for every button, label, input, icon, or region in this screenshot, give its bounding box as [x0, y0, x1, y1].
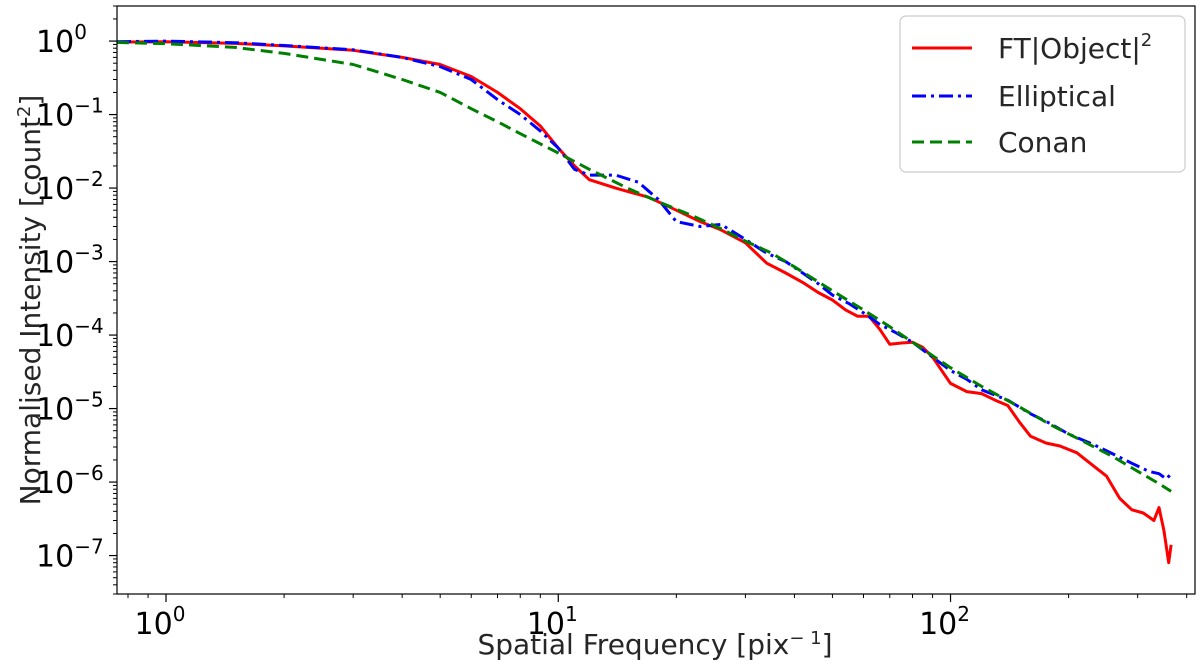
- y-tick-label-base: 10: [36, 393, 74, 428]
- x-tick-label-exp: 1: [565, 602, 578, 626]
- y-tick-label-exp: 0: [74, 20, 87, 44]
- x-axis-label-main: Spatial Frequency [pix: [477, 628, 789, 661]
- y-axis-label-sup: 2: [14, 106, 35, 117]
- legend-label-ft-object: FT|Object|2: [998, 30, 1152, 65]
- y-tick-label-base: 10: [36, 540, 74, 575]
- y-tick-label: 10−4: [36, 314, 104, 354]
- y-axis-label: Normalised Intensity [count2]: [14, 95, 47, 506]
- x-tick-label-exp: 2: [957, 602, 970, 626]
- y-tick-label: 10−7: [36, 535, 104, 575]
- y-tick-label: 10−6: [36, 461, 104, 501]
- x-tick-label-base: 10: [135, 607, 173, 642]
- x-tick-label: 100: [135, 602, 186, 642]
- legend: FT|Object|2 Elliptical Conan: [899, 15, 1186, 173]
- y-tick-label-base: 10: [36, 99, 74, 134]
- y-axis-label-main: Normalised Intensity [count: [14, 117, 47, 505]
- y-axis-label-close: ]: [14, 95, 47, 106]
- y-tick-label-base: 10: [36, 466, 74, 501]
- x-axis: 100 101 102: [127, 594, 1188, 642]
- legend-label-elliptical: Elliptical: [998, 80, 1116, 113]
- y-tick-label: 10−1: [36, 94, 104, 134]
- y-tick-label-exp: −5: [74, 388, 103, 412]
- legend-label-ft-object-main: FT|Object|: [998, 32, 1141, 65]
- x-axis-label-close: ]: [822, 628, 833, 661]
- x-tick-label-base: 10: [527, 607, 565, 642]
- y-tick-label-base: 10: [36, 172, 74, 207]
- y-tick-label-base: 10: [36, 319, 74, 354]
- x-axis-label-sup: − 1: [789, 628, 821, 649]
- y-tick-label: 10−2: [36, 167, 104, 207]
- x-axis-label: Spatial Frequency [pix− 1]: [477, 628, 832, 661]
- y-tick-label-base: 10: [36, 25, 74, 60]
- y-tick-label-exp: −7: [74, 535, 103, 559]
- y-tick-label: 10−5: [36, 388, 104, 428]
- y-tick-label-exp: −4: [74, 314, 103, 338]
- y-tick-label-exp: −3: [74, 241, 103, 265]
- x-tick-label-exp: 0: [173, 602, 186, 626]
- y-tick-label-base: 10: [36, 246, 74, 281]
- legend-label-conan: Conan: [998, 126, 1087, 159]
- legend-box: [899, 15, 1186, 173]
- x-tick-label-base: 10: [919, 607, 957, 642]
- legend-label-ft-object-sup: 2: [1141, 30, 1152, 51]
- series-layer: [116, 39, 1173, 565]
- y-tick-label-exp: −6: [74, 461, 103, 485]
- series-line-ft-object: [116, 40, 1173, 565]
- y-tick-label: 10−3: [36, 241, 104, 281]
- series-line-conan: [116, 40, 1172, 493]
- y-tick-label-exp: −2: [74, 167, 103, 191]
- x-tick-label: 101: [527, 602, 578, 642]
- y-tick-label-exp: −1: [74, 94, 103, 118]
- x-tick-label: 102: [919, 602, 970, 642]
- y-tick-label: 100: [36, 20, 87, 60]
